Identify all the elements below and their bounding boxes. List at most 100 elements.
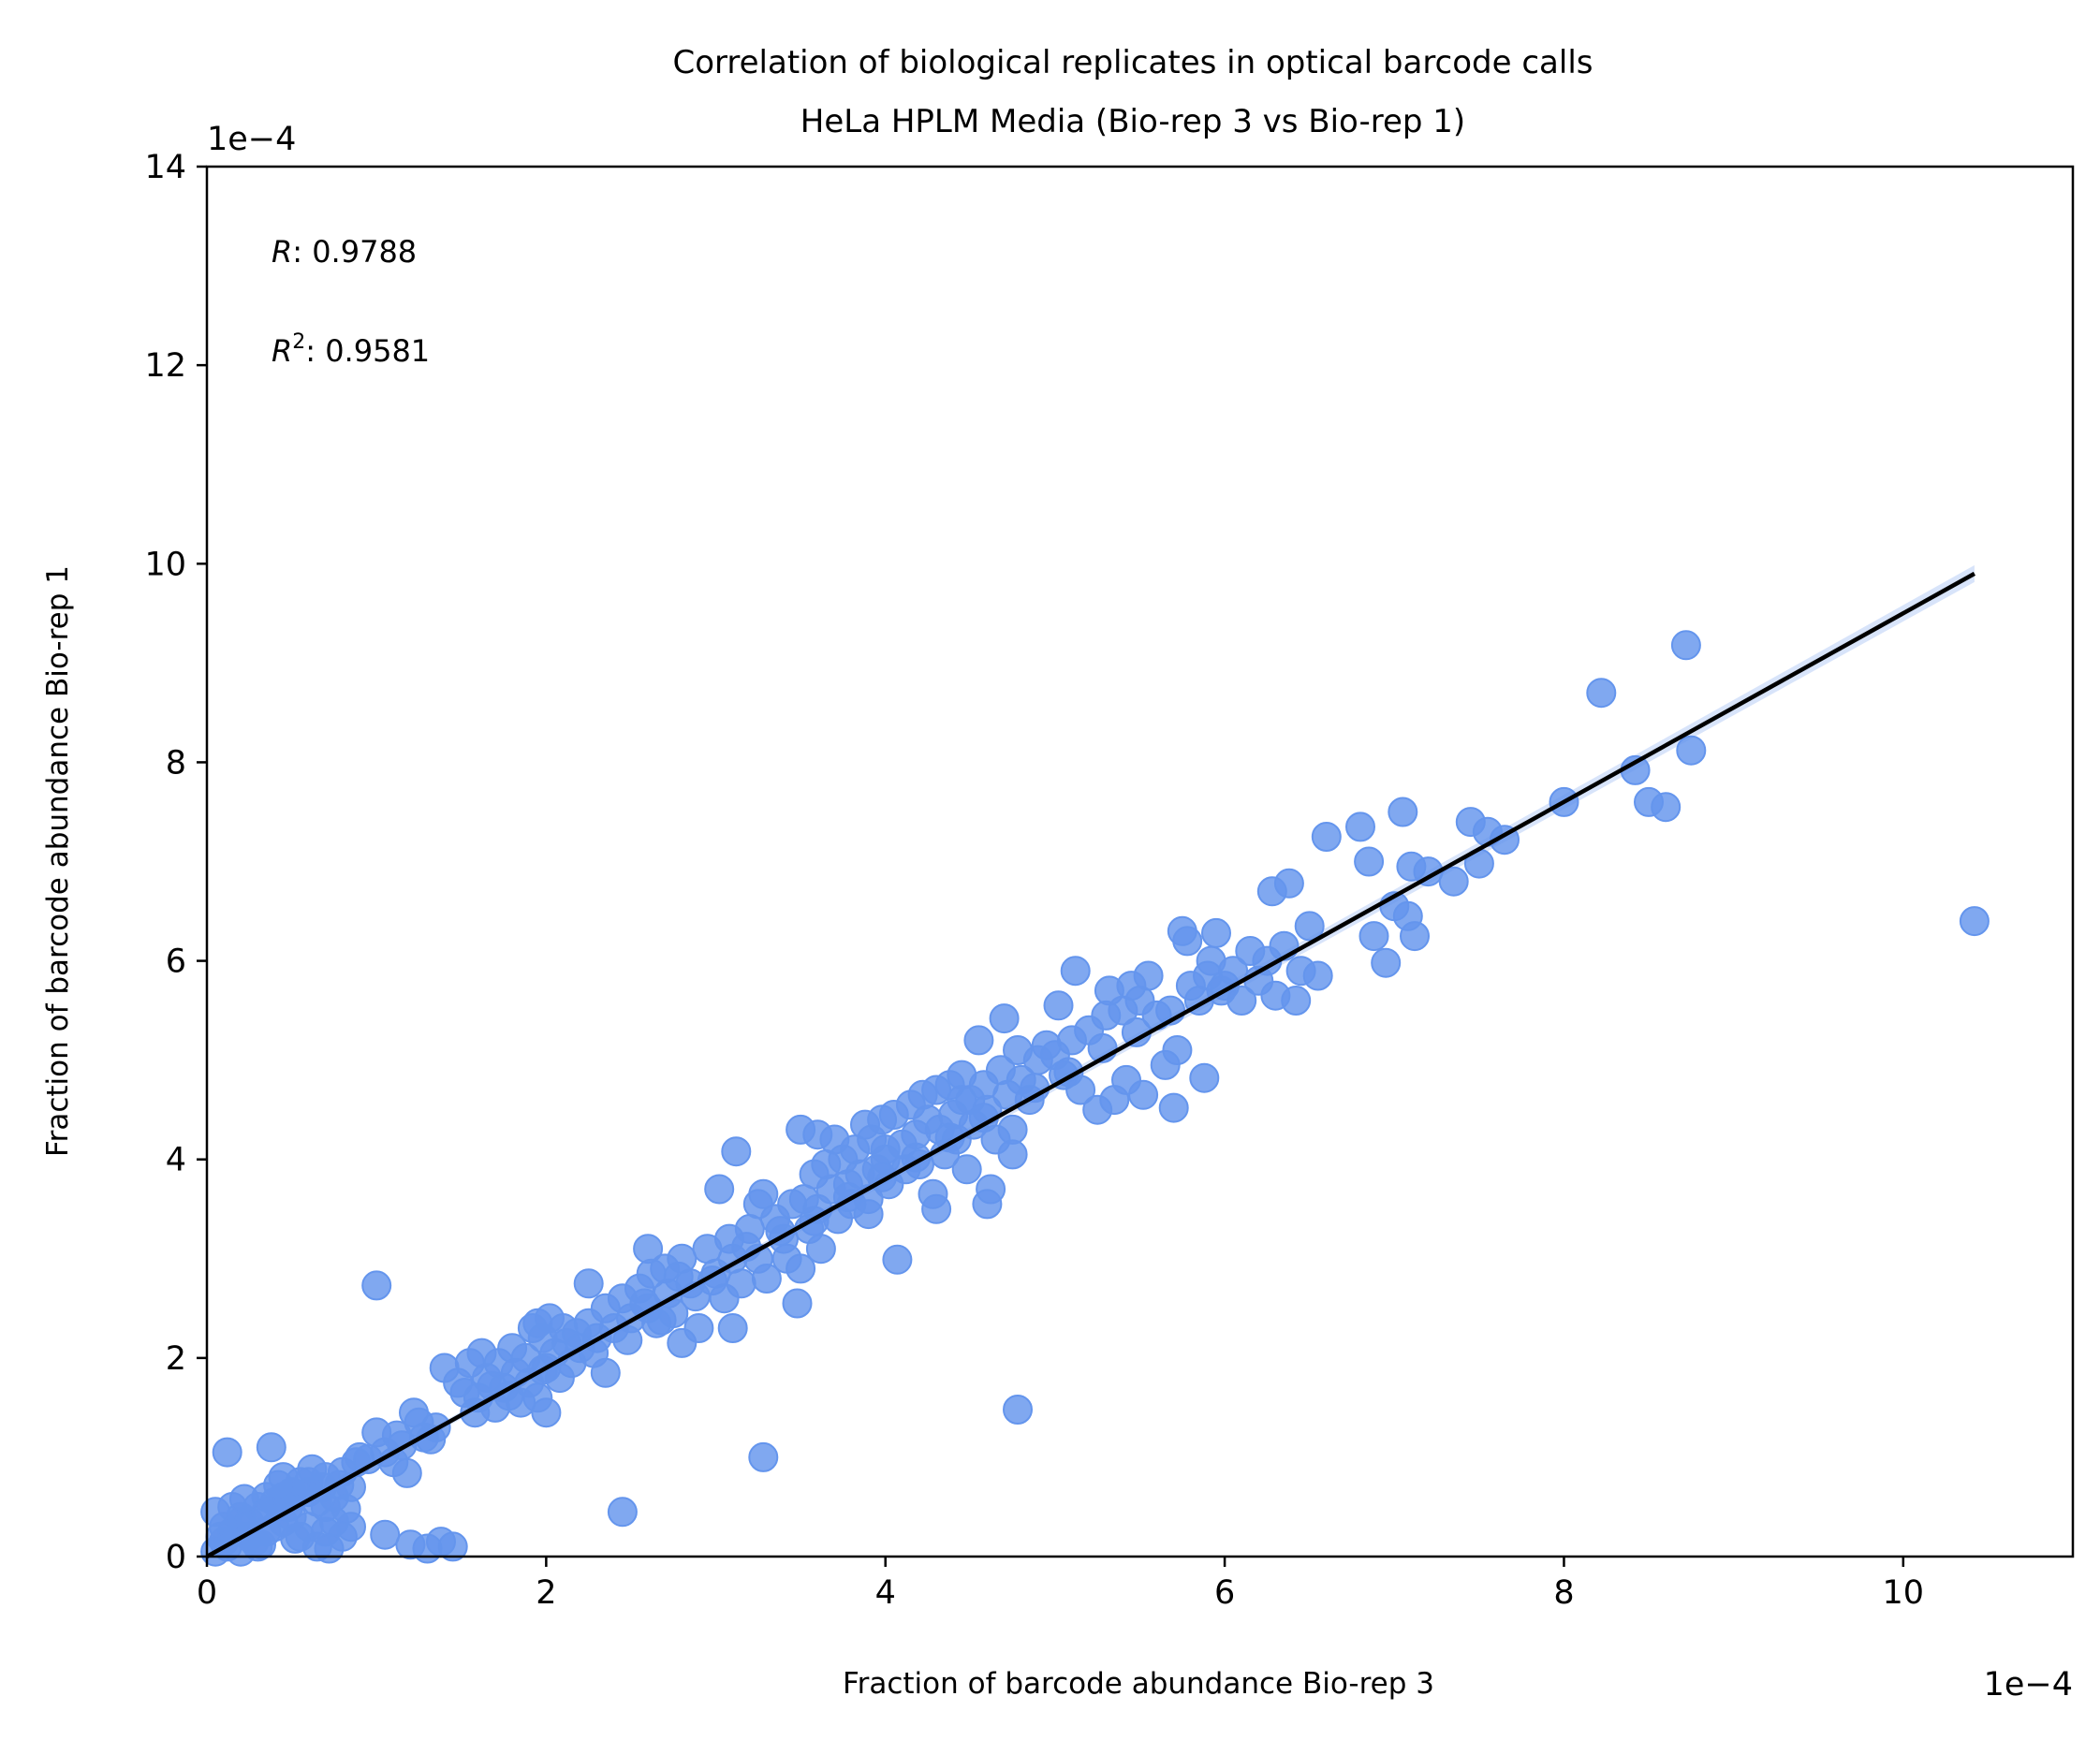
data-point	[1201, 917, 1231, 948]
data-point	[1388, 797, 1418, 827]
data-point	[1345, 812, 1375, 842]
data-point	[1676, 735, 1707, 766]
data-point	[721, 1136, 752, 1167]
data-point	[246, 1529, 276, 1560]
y-axis-exponent: 1e−4	[207, 121, 296, 158]
data-point	[1158, 1092, 1189, 1123]
annotation-r2-symbol: R	[272, 333, 292, 369]
data-point	[989, 1003, 1020, 1034]
y-axis-label: Fraction of barcode abundance Bio-rep 1	[41, 565, 75, 1157]
data-point	[1162, 1035, 1193, 1065]
data-point	[330, 1494, 361, 1525]
data-point	[751, 1264, 782, 1294]
data-point	[612, 1324, 643, 1355]
y-tick-label: 2	[166, 1340, 186, 1378]
x-tick-label: 8	[1553, 1574, 1574, 1612]
data-point	[663, 1261, 694, 1292]
data-point	[361, 1270, 392, 1301]
data-point	[802, 1119, 833, 1150]
data-point	[212, 1437, 242, 1468]
x-tick-label: 2	[536, 1574, 556, 1612]
data-point	[297, 1454, 328, 1484]
data-point	[717, 1313, 748, 1343]
data-point	[522, 1308, 553, 1338]
data-point	[573, 1268, 604, 1299]
y-axis-ticks: 0 2 4 6 8 10 12 14	[144, 149, 207, 1576]
data-point	[1189, 1062, 1220, 1093]
data-point	[1358, 921, 1389, 952]
data-point	[805, 1234, 836, 1265]
x-tick-label: 6	[1214, 1574, 1235, 1612]
x-axis-ticks: 0 2 4 6 8 10	[197, 1557, 1924, 1612]
data-point	[1311, 822, 1342, 852]
x-tick-label: 0	[197, 1574, 217, 1612]
y-tick-label: 6	[166, 943, 186, 981]
data-point	[921, 1193, 952, 1224]
data-point	[870, 1134, 901, 1165]
data-point	[633, 1234, 664, 1265]
data-point	[997, 1114, 1028, 1145]
data-point	[963, 1025, 994, 1056]
annotation-r2-value: : 0.9581	[305, 333, 430, 369]
data-point	[786, 1253, 816, 1284]
y-tick-label: 4	[166, 1142, 186, 1179]
y-tick-label: 10	[144, 546, 186, 583]
data-point	[1586, 678, 1617, 709]
y-tick-label: 8	[166, 744, 186, 782]
data-point	[263, 1469, 294, 1500]
annotation-r-symbol: R	[272, 234, 292, 270]
y-tick-label: 12	[144, 347, 186, 385]
data-point	[951, 1154, 982, 1185]
chart-title: Correlation of biological replicates in …	[672, 44, 1593, 81]
x-axis-label: Fraction of barcode abundance Bio-rep 3	[843, 1667, 1434, 1701]
data-point	[607, 1497, 638, 1528]
data-point	[370, 1519, 401, 1550]
data-point	[280, 1523, 311, 1554]
data-point	[1294, 911, 1325, 942]
y-tick-label: 14	[144, 149, 186, 186]
data-point	[782, 1288, 813, 1319]
data-point	[1172, 926, 1203, 957]
annotation-r2: R2: 0.9581	[272, 330, 430, 369]
data-point	[704, 1174, 735, 1205]
data-point	[947, 1085, 977, 1116]
regression-line	[205, 571, 1976, 1558]
annotation-r2-superscript: 2	[292, 330, 305, 354]
plot-frame	[205, 165, 2075, 1558]
x-axis-exponent: 1e−4	[1984, 1666, 2073, 1703]
data-point	[314, 1533, 345, 1564]
data-point	[1959, 906, 1990, 937]
data-point	[726, 1268, 756, 1299]
x-tick-label: 10	[1883, 1574, 1925, 1612]
data-point	[1281, 986, 1312, 1016]
data-point	[646, 1305, 677, 1336]
annotation-r: R: 0.9788	[272, 234, 417, 270]
chart-subtitle: HeLa HPLM Media (Bio-rep 3 vs Bio-rep 1)	[800, 103, 1465, 140]
data-point	[1060, 956, 1091, 987]
regression-line-group	[205, 564, 1976, 1560]
data-point	[1354, 846, 1385, 877]
data-point	[972, 1189, 1003, 1220]
data-point	[1651, 792, 1681, 823]
data-point	[1302, 960, 1333, 991]
data-point	[1128, 1079, 1159, 1110]
data-point	[1670, 630, 1701, 661]
data-point	[1043, 990, 1074, 1021]
data-point	[667, 1327, 698, 1358]
data-point	[1438, 866, 1469, 897]
data-point	[1400, 921, 1430, 952]
x-tick-label: 4	[875, 1574, 896, 1612]
data-point	[1273, 868, 1304, 899]
annotation-r-value: : 0.9788	[292, 234, 417, 270]
data-point	[853, 1199, 884, 1230]
data-point	[748, 1441, 779, 1472]
data-point	[228, 1484, 259, 1514]
data-point	[531, 1397, 562, 1428]
y-tick-label: 0	[166, 1539, 186, 1576]
data-point	[1003, 1395, 1033, 1425]
data-point	[437, 1531, 468, 1562]
data-point	[1371, 947, 1402, 978]
data-point	[742, 1189, 773, 1220]
data-point	[256, 1432, 286, 1463]
